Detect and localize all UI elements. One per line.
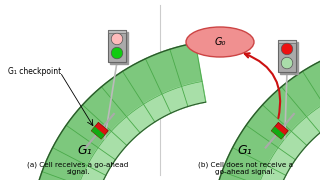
Circle shape [281, 43, 293, 55]
Bar [278, 40, 296, 72]
Polygon shape [211, 43, 320, 180]
Text: (a) Cell receives a go-ahead
signal.: (a) Cell receives a go-ahead signal. [27, 161, 129, 175]
Circle shape [111, 47, 123, 59]
Polygon shape [70, 81, 206, 180]
Polygon shape [250, 81, 320, 180]
Text: (b) Cell does not receive a
go-ahead signal.: (b) Cell does not receive a go-ahead sig… [197, 161, 292, 175]
Circle shape [108, 118, 320, 180]
Bar [108, 30, 126, 33]
Bar [108, 30, 126, 62]
Circle shape [281, 57, 293, 69]
Polygon shape [91, 122, 108, 139]
Ellipse shape [186, 27, 254, 57]
Polygon shape [271, 122, 288, 139]
Bar [110, 32, 128, 64]
Text: G₀: G₀ [214, 37, 226, 47]
Polygon shape [31, 43, 206, 180]
Text: G₁: G₁ [78, 143, 92, 156]
FancyArrowPatch shape [245, 53, 280, 118]
Text: G₁: G₁ [238, 143, 252, 156]
Polygon shape [271, 127, 285, 139]
Circle shape [111, 33, 123, 45]
Circle shape [278, 108, 320, 180]
Bar [280, 42, 298, 74]
Text: G₁ checkpoint: G₁ checkpoint [8, 68, 61, 76]
Bar [278, 40, 296, 43]
Polygon shape [91, 127, 105, 139]
